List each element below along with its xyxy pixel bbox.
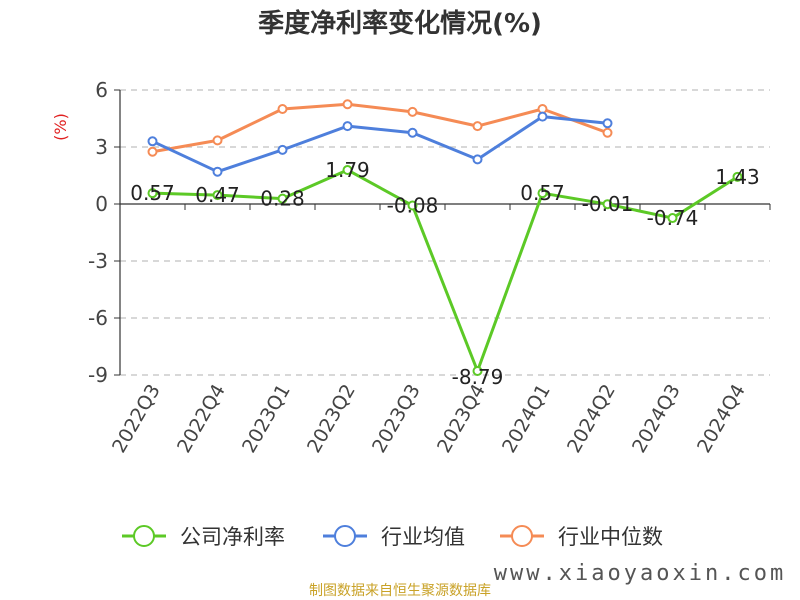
- y-axis-label: (%): [51, 113, 70, 141]
- data-point: [342, 99, 353, 110]
- data-label: -0.74: [647, 206, 699, 230]
- data-label: -8.79: [452, 365, 504, 389]
- data-point: [602, 127, 613, 138]
- grid-lines: [120, 89, 770, 376]
- data-label: -0.08: [387, 194, 439, 218]
- y-tick-label: -3: [88, 249, 108, 273]
- data-point: [407, 200, 418, 211]
- data-point: [277, 144, 288, 155]
- x-tick-label: 2023Q3: [368, 381, 425, 457]
- legend-marker: [511, 525, 533, 547]
- x-tick-label: 2022Q3: [108, 381, 165, 457]
- data-point: [602, 118, 613, 129]
- data-label: 0.57: [130, 181, 175, 205]
- source-footer: 制图数据来自恒生聚源数据库: [309, 583, 491, 599]
- data-label: -0.01: [582, 192, 634, 216]
- data-point: [667, 213, 678, 224]
- legend-label: 公司净利率: [180, 525, 285, 549]
- chart-title: 季度净利率变化情况(%): [258, 8, 542, 39]
- data-point: [407, 106, 418, 117]
- data-point: [472, 366, 483, 377]
- data-point: [407, 127, 418, 138]
- x-tick-label: 2024Q4: [693, 381, 750, 457]
- data-point: [277, 193, 288, 204]
- data-point: [147, 188, 158, 199]
- data-point: [537, 188, 548, 199]
- x-tick-label: 2024Q1: [498, 381, 555, 457]
- x-tick-label: 2023Q4: [433, 381, 490, 457]
- data-point: [147, 136, 158, 147]
- data-point: [342, 164, 353, 175]
- data-point: [147, 146, 158, 157]
- series-line: [151, 115, 608, 174]
- series-line: [152, 168, 739, 373]
- data-label: 1.79: [325, 158, 370, 182]
- x-tick-label: 2023Q1: [238, 381, 295, 457]
- data-point: [537, 111, 548, 122]
- data-label: 0.47: [195, 183, 240, 207]
- x-tick-label: 2024Q2: [563, 381, 620, 457]
- data-point: [732, 171, 743, 182]
- data-point: [212, 190, 223, 201]
- data-labels: 0.57 0.47 0.28 1.79 -0.08 -8.79 0.57 -0.01 -0.74…: [130, 158, 760, 389]
- data-label: 1.43: [715, 165, 760, 189]
- data-label: 0.57: [520, 181, 565, 205]
- data-point: [212, 166, 223, 177]
- series-layer: [147, 99, 743, 377]
- legend-marker: [133, 525, 155, 547]
- data-point: [472, 154, 483, 165]
- legend-label: 行业中位数: [558, 525, 663, 549]
- y-tick-label: 0: [95, 192, 108, 216]
- legend: 公司净利率 行业均值 行业中位数: [122, 525, 663, 549]
- watermark-text: www.xiaoyaoxin.com: [494, 561, 786, 586]
- legend-label: 行业均值: [381, 525, 465, 549]
- y-tick-label: 3: [95, 135, 108, 159]
- data-point: [212, 135, 223, 146]
- series-line: [152, 102, 609, 154]
- data-point: [342, 121, 353, 132]
- legend-marker: [334, 525, 356, 547]
- y-tick-label: -9: [88, 363, 108, 387]
- data-point: [472, 121, 483, 132]
- data-point: [602, 199, 613, 210]
- x-tick-label: 2022Q4: [173, 381, 230, 457]
- x-tick-label: 2023Q2: [303, 381, 360, 457]
- data-point: [277, 104, 288, 114]
- y-tick-label: 6: [95, 78, 108, 102]
- data-label: 0.28: [260, 187, 305, 211]
- x-tick-label: 2024Q3: [628, 381, 685, 457]
- y-tick-label: -6: [88, 306, 108, 330]
